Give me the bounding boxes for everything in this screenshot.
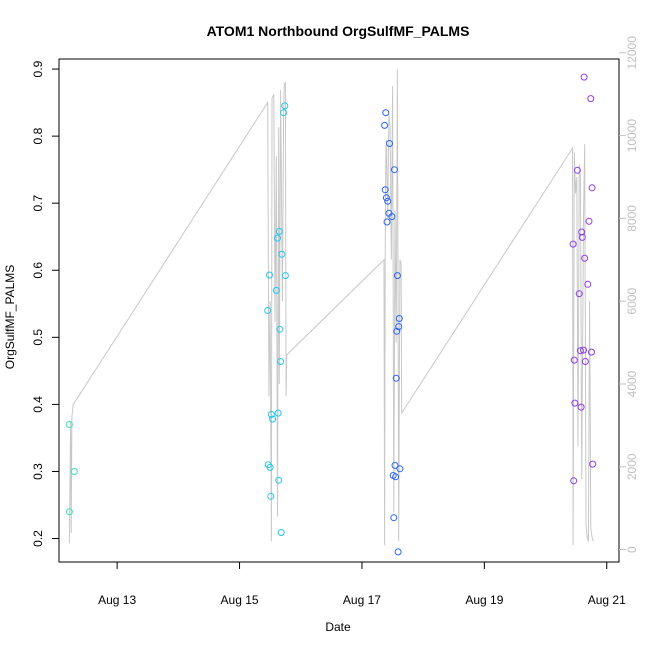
data-point [275,476,283,484]
data-point [65,421,73,428]
data-point [276,325,284,333]
data-point [274,234,281,242]
data-point [390,166,398,174]
data-point [394,548,402,556]
data-point [581,254,589,262]
data-point [386,140,393,147]
data-point [390,514,398,522]
data-point [587,95,595,103]
data-point [281,102,289,110]
data-point [576,347,584,355]
y2-tick-label: 4000 [625,370,639,397]
data-point [281,272,289,280]
y-tick-label: 0.9 [31,60,45,77]
data-point [381,186,389,194]
y2-tick-label: 8000 [625,205,639,232]
data-point [575,290,583,298]
data-point [392,374,400,382]
data-point [277,529,285,536]
y-tick-label: 0.2 [31,530,45,547]
data-point [570,356,578,364]
data-point [577,403,585,411]
y-axis-label: OrgSulfMF_PALMS [3,265,17,369]
x-axis-label: Date [325,620,351,634]
data-point [267,492,275,500]
y2-tick-label: 0 [625,546,639,553]
data-point [269,415,277,423]
y-tick-label: 0.8 [31,127,45,144]
data-point [391,461,399,469]
data-point [65,508,73,516]
data-point [266,271,273,279]
chart-title: ATOM1 Northbound OrgSulfMF_PALMS [207,23,470,39]
data-point [278,250,286,258]
data-point [388,213,396,221]
data-point [578,228,586,236]
y2-tick-label: 6000 [625,288,639,315]
data-point [384,197,392,205]
y-axis: 0.2 0.3 0.4 0.5 0.6 0.7 0.8 0.9 [31,60,59,547]
x-tick-label: Aug 21 [588,593,626,607]
data-point [280,109,288,117]
data-point [570,477,578,485]
data-point [275,227,283,235]
y2-tick-label: 12000 [625,36,639,70]
y-tick-label: 0.7 [31,195,45,212]
data-point [588,184,596,192]
data-point [393,327,401,335]
y-tick-label: 0.4 [31,396,45,413]
x-tick-label: Aug 15 [221,593,259,607]
data-point [573,166,581,174]
points-layer [65,73,597,556]
data-point [393,272,401,280]
y2-tick-label: 2000 [625,453,639,480]
data-point [277,358,285,365]
data-point [588,348,595,356]
data-point [396,465,404,473]
data-point [580,346,587,354]
data-point [581,358,589,365]
x-axis: Aug 13 Aug 15 Aug 17 Aug 19 Aug 21 [98,562,626,607]
data-point [584,280,592,288]
y-tick-label: 0.3 [31,463,45,480]
data-point [266,463,274,471]
plot-frame [58,58,620,563]
y-tick-label: 0.5 [31,329,45,346]
altitude-line [68,69,594,546]
y-tick-label: 0.6 [31,262,45,279]
data-point [585,217,593,225]
y2-tick-label: 10000 [625,119,639,153]
data-point [264,307,272,314]
data-point [589,460,597,468]
data-point [383,218,391,226]
data-point [578,233,586,241]
data-point [571,399,579,407]
data-point [382,194,390,202]
data-point [272,286,280,294]
x-tick-label: Aug 17 [343,593,381,607]
data-point [395,323,403,331]
data-point [70,468,78,475]
data-point [569,240,577,248]
data-point [395,315,403,322]
x-tick-label: Aug 13 [98,593,136,607]
data-point [392,473,400,481]
data-point [382,109,390,117]
data-point [274,409,282,417]
data-point [381,121,389,129]
x-tick-label: Aug 19 [465,593,503,607]
y2-axis: 0 2000 4000 6000 8000 10000 12000 [619,36,639,553]
data-point [267,411,275,418]
altitude-line-layer [68,69,594,546]
data-point [580,73,588,81]
